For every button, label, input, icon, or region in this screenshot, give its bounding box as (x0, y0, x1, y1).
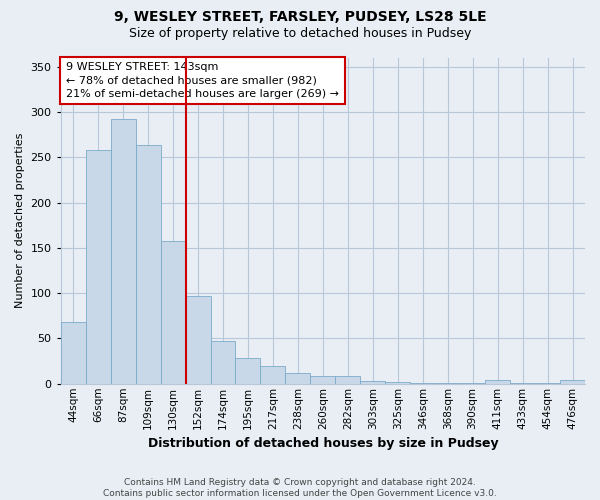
Bar (410, 383, 435, 384)
Bar (361, 381, 385, 384)
Bar (560, 380, 585, 384)
Text: Contains HM Land Registry data © Crown copyright and database right 2024.
Contai: Contains HM Land Registry data © Crown c… (103, 478, 497, 498)
Text: 9 WESLEY STREET: 143sqm
← 78% of detached houses are smaller (982)
21% of semi-d: 9 WESLEY STREET: 143sqm ← 78% of detache… (66, 62, 339, 99)
Bar (185, 296, 211, 384)
X-axis label: Distribution of detached houses by size in Pudsey: Distribution of detached houses by size … (148, 437, 498, 450)
Bar (385, 382, 410, 384)
Bar (211, 341, 235, 384)
Bar (136, 146, 161, 384)
Text: Size of property relative to detached houses in Pudsey: Size of property relative to detached ho… (129, 28, 471, 40)
Bar (460, 383, 485, 384)
Bar (110, 119, 136, 384)
Bar (510, 383, 535, 384)
Bar (235, 358, 260, 384)
Bar (485, 380, 510, 384)
Bar (535, 383, 560, 384)
Bar (61, 322, 86, 384)
Bar (86, 150, 110, 384)
Bar (310, 376, 335, 384)
Bar (335, 376, 361, 384)
Bar (435, 383, 460, 384)
Bar (161, 242, 185, 384)
Bar (286, 373, 310, 384)
Y-axis label: Number of detached properties: Number of detached properties (15, 133, 25, 308)
Bar (260, 366, 286, 384)
Text: 9, WESLEY STREET, FARSLEY, PUDSEY, LS28 5LE: 9, WESLEY STREET, FARSLEY, PUDSEY, LS28 … (113, 10, 487, 24)
